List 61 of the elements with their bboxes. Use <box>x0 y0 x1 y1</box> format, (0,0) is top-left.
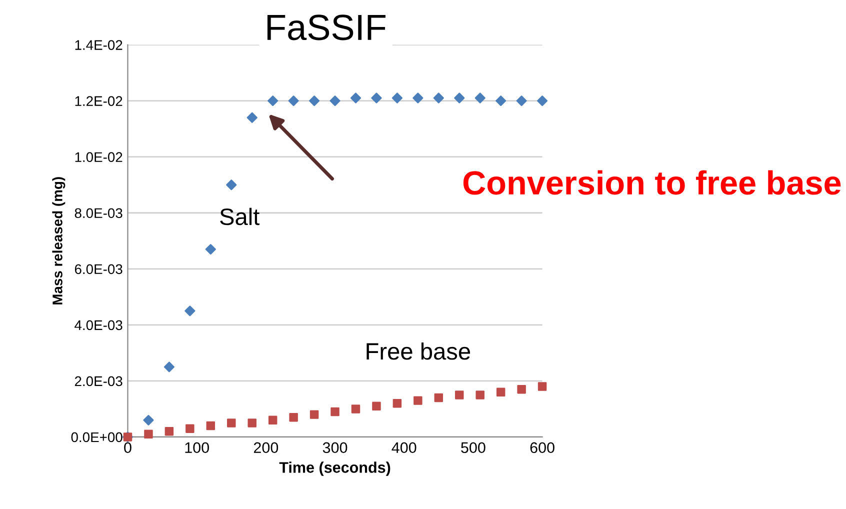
y-tick-label: 6.0E-03 <box>74 264 122 274</box>
point <box>538 382 547 391</box>
point <box>227 418 236 428</box>
point <box>350 92 362 104</box>
chart-title: FaSSIF <box>267 14 386 40</box>
point <box>226 180 237 190</box>
point <box>476 390 484 400</box>
point <box>412 92 424 104</box>
point <box>454 92 465 104</box>
point <box>246 112 258 123</box>
point <box>455 390 464 400</box>
y-tick-label: 4.0E-03 <box>74 320 122 330</box>
point <box>496 388 506 397</box>
x-tick-label: 0 <box>124 442 132 454</box>
y-tick-label: 0.0E+00 <box>71 432 122 442</box>
point <box>474 92 486 104</box>
point <box>330 96 340 106</box>
point <box>186 424 194 433</box>
point <box>310 410 319 419</box>
point <box>144 430 153 439</box>
point <box>392 398 402 408</box>
point <box>434 393 444 402</box>
point <box>372 402 381 411</box>
point <box>205 244 216 255</box>
y-tick-label: 1.4E-02 <box>75 40 122 50</box>
x-tick-label: 500 <box>461 442 486 454</box>
point <box>164 362 174 372</box>
point <box>248 418 256 428</box>
point <box>268 416 278 425</box>
point <box>268 96 278 106</box>
y-tick-label: 1.0E-02 <box>75 152 122 162</box>
annotation: Conversion to free base <box>463 170 841 195</box>
point <box>164 427 174 436</box>
point <box>517 384 526 394</box>
x-tick-label: 400 <box>392 442 416 454</box>
series-label: Free base <box>366 342 470 360</box>
point <box>392 92 402 104</box>
y-axis-title: Mass released (mg) <box>52 177 66 304</box>
point <box>536 96 548 106</box>
series-label: Salt <box>220 208 260 226</box>
point <box>371 92 382 104</box>
point <box>516 96 527 106</box>
point <box>496 96 506 106</box>
point <box>184 306 196 316</box>
point <box>308 96 320 106</box>
x-tick-label: 600 <box>530 442 554 454</box>
y-tick-label: 8.0E-03 <box>74 208 122 218</box>
y-tick-label: 2.0E-03 <box>74 376 122 386</box>
x-axis-title: Time (seconds) <box>279 462 390 476</box>
point <box>433 92 444 104</box>
point <box>330 407 340 416</box>
point <box>289 412 298 422</box>
x-tick-label: 200 <box>254 442 278 454</box>
x-tick-label: 100 <box>185 442 209 454</box>
point <box>351 404 360 414</box>
y-tick-label: 1.2E-02 <box>75 96 122 106</box>
point <box>206 421 216 430</box>
x-tick-label: 300 <box>322 442 348 454</box>
point <box>143 414 154 426</box>
point <box>414 396 422 405</box>
point <box>288 96 299 106</box>
